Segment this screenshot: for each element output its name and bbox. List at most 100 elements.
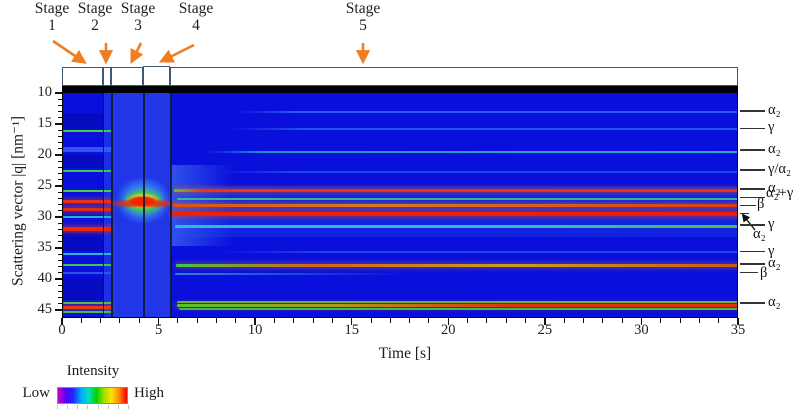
peak-tick: [740, 169, 765, 171]
peak-label: β: [760, 264, 768, 281]
stage-number: 1: [48, 17, 56, 34]
stage-word: Stage: [77, 0, 113, 17]
peak-tick: [740, 149, 765, 151]
heatmap-wash: [63, 232, 104, 251]
stage-number: 5: [359, 17, 367, 34]
plot-top-bar: [63, 87, 737, 93]
stage-word: Stage: [345, 0, 381, 17]
diffraction-line: [236, 110, 737, 113]
diffraction-line: [174, 189, 737, 193]
stage-word: Stage: [34, 0, 70, 17]
x-axis-title: Time [s]: [378, 345, 432, 362]
colorbar-tick: [117, 405, 119, 409]
peak-tick: [740, 188, 765, 190]
diffraction-line: [63, 252, 113, 255]
diffraction-line: [176, 304, 737, 307]
heatmap-wash: [63, 154, 104, 169]
diffraction-line: [63, 190, 113, 193]
peak-tick: [740, 212, 749, 214]
diffraction-line: [175, 225, 737, 228]
stage-boxes: [0, 0, 809, 90]
stage-number: 2: [91, 17, 99, 34]
diffraction-line: [63, 130, 113, 133]
diffraction-line: [63, 169, 113, 172]
stage-label-1: Stage 1: [16, 1, 88, 34]
diffraction-line: [63, 147, 113, 153]
heatmap-wash: [171, 185, 737, 237]
diffraction-line: [63, 306, 113, 309]
diffraction-line: [63, 216, 113, 219]
legend-high-label: High: [134, 385, 164, 401]
legend-title: Intensity: [66, 363, 120, 379]
diffraction-line: [63, 264, 113, 267]
peak-label: γ/α₂: [768, 160, 792, 177]
legend-low-label: Low: [22, 385, 51, 401]
stage-word: Stage: [178, 0, 214, 17]
diffraction-line: [217, 170, 737, 173]
diffraction-line: [178, 308, 737, 311]
diffraction-line: [217, 251, 737, 254]
diffraction-line: [63, 272, 113, 275]
peak-label: α₂+γ: [766, 184, 794, 201]
stage-box-2: [102, 67, 112, 86]
stage-divider-line: [170, 87, 172, 317]
peak-label: α₂: [768, 294, 781, 311]
peak-pointer-arrow-icon: [741, 213, 756, 231]
peak-tick: [740, 127, 765, 130]
diffraction-line: [63, 301, 113, 304]
stage-label-2: Stage 2: [59, 1, 131, 34]
colorbar-tick: [97, 405, 99, 409]
colorbar-tick: [107, 405, 109, 409]
stage-divider-line: [111, 87, 114, 317]
diffraction-line: [175, 264, 737, 268]
diffraction-line: [63, 226, 113, 231]
colorbar-tick: [57, 405, 58, 409]
stage-box-4: [143, 65, 171, 86]
stage-box-3: [111, 67, 144, 86]
diffraction-line: [173, 204, 737, 208]
stage-number: 4: [192, 17, 200, 34]
colorbar-tick: [87, 405, 89, 409]
peak-tick: [740, 197, 765, 199]
diffraction-line: [227, 128, 737, 131]
peak-label: γ: [768, 216, 775, 233]
colorbar-tick: [77, 405, 79, 409]
peak-label: γ: [768, 242, 775, 259]
stage-divider-line: [143, 87, 145, 317]
peak-label: α₂: [768, 180, 781, 197]
heatmap-wash: [63, 277, 104, 300]
diffraction-line: [207, 150, 737, 153]
diffraction-line: [63, 207, 113, 211]
peak-tick: [740, 263, 765, 265]
diffraction-line: [63, 199, 113, 203]
peak-label: α₂: [768, 255, 781, 272]
colorbar-ticks: [57, 405, 129, 409]
peak-tick: [740, 110, 765, 112]
peak-tick: [740, 224, 765, 226]
stage-arrows-icon: [52, 39, 371, 65]
colorbar-tick: [67, 405, 69, 409]
peak-label: α₂: [768, 101, 781, 118]
stage-word: Stage: [120, 0, 156, 17]
diffraction-line: [172, 211, 737, 216]
peak-tick: [740, 251, 765, 253]
heatmap-wash: [63, 112, 104, 129]
stage-label-5: Stage 5: [327, 1, 399, 34]
intensity-colorbar: [57, 387, 128, 404]
stage-label-3: Stage 3: [102, 1, 174, 34]
peak-tick: [740, 204, 756, 206]
stage-box-1: [62, 67, 103, 86]
diffraction-line: [175, 272, 450, 275]
diffraction-line: [63, 310, 113, 313]
stage-label-4: Stage 4: [160, 1, 232, 34]
peak-label: γ: [768, 119, 775, 136]
stage-number: 3: [134, 17, 142, 34]
peak-label: α₂: [768, 141, 781, 158]
peak-label: α₂: [753, 226, 766, 243]
peak-label: β: [757, 196, 765, 213]
diffraction-line: [176, 301, 737, 304]
colorbar-tick: [128, 405, 129, 409]
diffraction-line: [176, 197, 737, 200]
